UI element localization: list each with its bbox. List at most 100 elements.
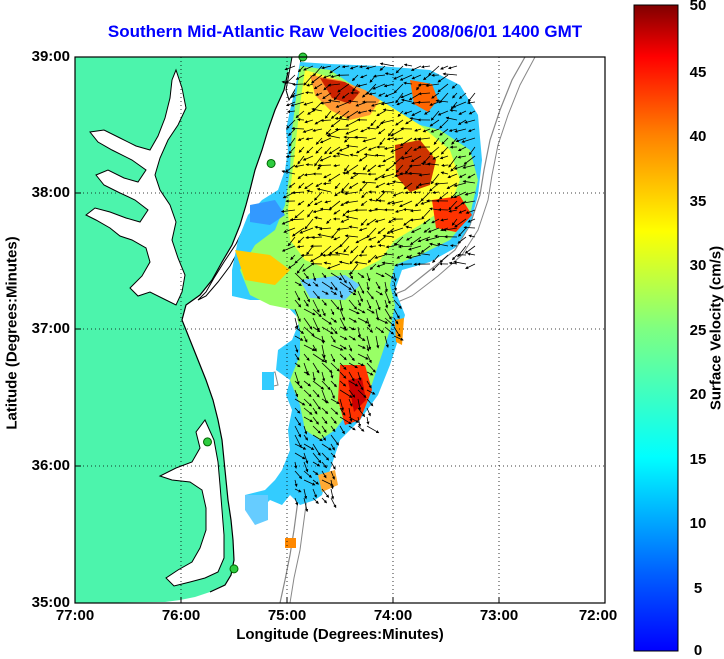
velocity-arrow — [418, 92, 431, 96]
velocity-arrow — [312, 479, 320, 485]
velocity-arrow — [294, 443, 307, 450]
velocity-arrow — [341, 92, 350, 99]
y-tick-label: 37:00 — [31, 320, 70, 337]
velocity-arrow — [294, 470, 303, 480]
velocity-arrow — [298, 182, 305, 189]
velocity-arrow — [447, 173, 458, 179]
velocity-arrow — [400, 137, 413, 146]
velocity-arrow — [400, 155, 413, 160]
velocity-arrow — [330, 299, 340, 310]
velocity-arrow — [317, 233, 332, 238]
velocity-arrow — [297, 65, 305, 73]
velocity-arrow — [321, 362, 333, 373]
velocity-arrow — [454, 218, 467, 228]
velocity-arrow — [366, 317, 371, 328]
velocity-arrow — [463, 225, 476, 230]
velocity-arrow — [368, 198, 377, 202]
chesapeake-bay — [85, 68, 187, 306]
velocity-arrow — [401, 98, 413, 103]
velocity-arrow — [330, 470, 335, 480]
velocity-arrow — [348, 398, 353, 407]
velocity-arrow — [339, 371, 347, 379]
velocity-arrow — [330, 488, 335, 500]
velocity-arrow — [310, 254, 323, 262]
velocity-arrow — [357, 290, 363, 303]
velocity-arrow — [432, 155, 440, 160]
velocity-arrow — [357, 308, 366, 314]
velocity-arrow — [341, 182, 350, 192]
velocity-arrow — [291, 92, 305, 98]
velocity-arrow — [337, 83, 350, 93]
velocity-arrow — [286, 119, 296, 129]
velocity-arrow — [366, 227, 377, 239]
velocity-arrow — [348, 272, 354, 280]
velocity-arrow — [333, 209, 341, 215]
velocity-arrow — [387, 128, 395, 137]
velocity-arrow — [439, 155, 449, 160]
velocity-arrow — [294, 353, 300, 361]
velocity-arrow — [297, 173, 305, 180]
velocity-arrow — [403, 63, 413, 67]
velocity-arrow — [297, 118, 305, 122]
velocity-arrow — [464, 119, 476, 124]
velocity-arrow — [330, 362, 340, 372]
velocity-arrow — [381, 173, 395, 179]
velocity-arrow — [303, 470, 313, 478]
velocity-arrow — [328, 173, 341, 182]
velocity-arrow — [425, 83, 440, 88]
velocity-arrow — [348, 317, 357, 323]
velocity-arrow — [286, 110, 296, 114]
velocity-arrow — [333, 236, 341, 241]
velocity-arrow — [403, 110, 413, 115]
velocity-arrow — [336, 227, 350, 231]
velocity-arrow — [366, 398, 374, 407]
velocity-arrow — [352, 171, 368, 176]
velocity-arrow — [313, 200, 323, 206]
velocity-arrow — [451, 254, 458, 261]
velocity-arrow — [395, 65, 404, 74]
velocity-arrow — [294, 335, 304, 341]
colorbar-tick-label: 45 — [689, 64, 707, 81]
velocity-arrow — [328, 200, 341, 210]
velocity-arrow — [303, 416, 313, 423]
velocity-arrow — [361, 180, 377, 184]
velocity-arrow — [366, 389, 376, 395]
velocity-arrow — [370, 119, 377, 127]
velocity-arrow — [295, 110, 305, 119]
velocity-arrow — [354, 135, 368, 139]
velocity-arrow — [336, 152, 350, 157]
velocity-arrow — [429, 101, 440, 106]
velocity-arrow — [339, 380, 347, 387]
velocity-arrow — [383, 146, 395, 150]
velocity-arrow — [366, 371, 374, 376]
velocity-arrow — [451, 137, 458, 145]
velocity-arrow — [313, 83, 323, 90]
velocity-arrow — [465, 263, 476, 269]
velocity-arrow — [315, 146, 323, 154]
velocity-arrow — [306, 146, 314, 154]
velocity-arrow — [294, 452, 306, 460]
velocity-arrow — [384, 272, 395, 279]
velocity-arrow — [439, 119, 449, 129]
velocity-arrow — [366, 407, 371, 417]
velocity-arrow — [321, 281, 334, 290]
velocity-arrow — [432, 190, 440, 195]
velocity-arrow — [403, 182, 413, 190]
velocity-arrow — [298, 146, 305, 153]
velocity-arrow — [431, 263, 440, 271]
velocity-arrow — [306, 83, 314, 87]
velocity-arrow — [440, 218, 449, 222]
velocity-arrow — [355, 146, 368, 154]
velocity-arrow — [321, 425, 327, 433]
velocity-arrow — [344, 137, 350, 143]
velocity-arrow — [327, 99, 341, 103]
velocity-arrow — [295, 74, 305, 80]
velocity-arrow — [395, 119, 404, 126]
velocity-arrow — [327, 83, 341, 87]
velocity-arrow — [303, 272, 309, 280]
velocity-arrow — [319, 137, 332, 144]
velocity-arrow — [360, 74, 368, 79]
velocity-arrow — [452, 101, 467, 108]
velocity-arrow — [303, 407, 313, 415]
